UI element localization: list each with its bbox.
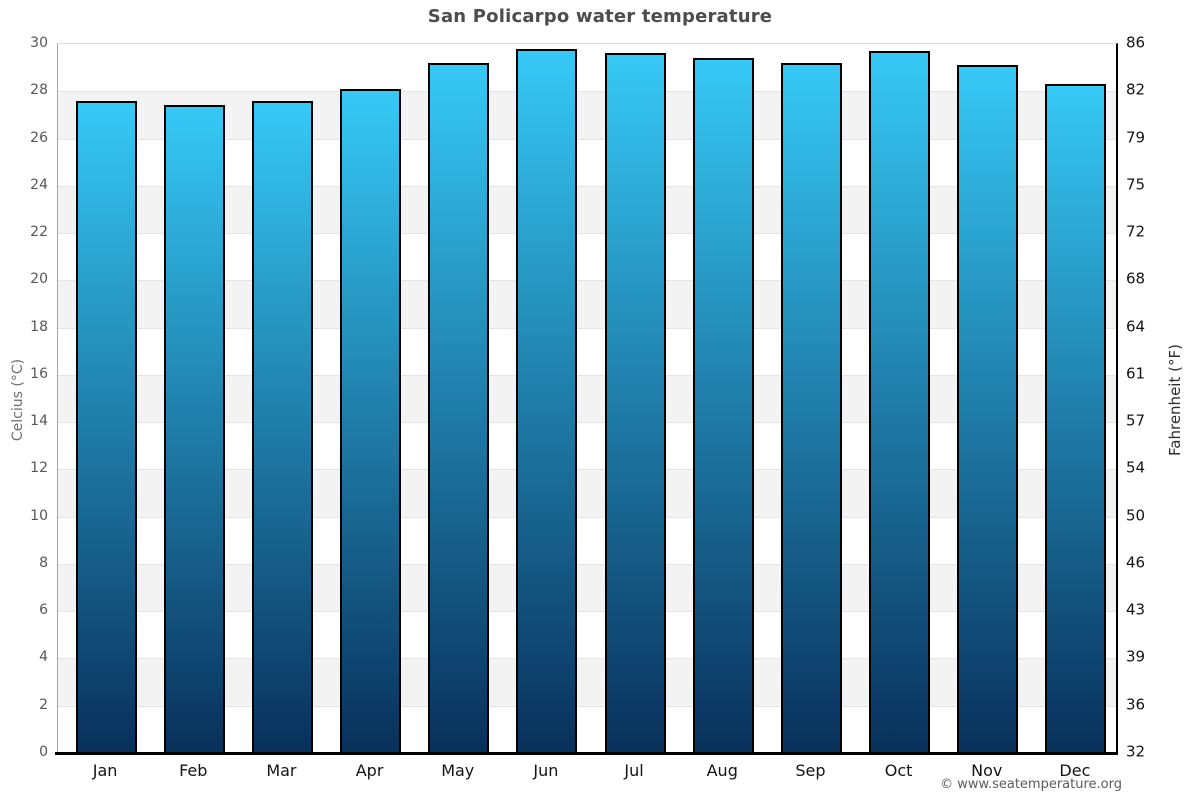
ytick-celsius: 30 [30,35,48,51]
ytick-fahrenheit: 43 [1126,600,1146,619]
ytick-fahrenheit: 61 [1126,364,1146,383]
ytick-celsius: 24 [30,176,48,193]
bar-jun [516,48,578,753]
ytick-fahrenheit: 72 [1126,222,1146,241]
bar-feb [163,105,225,753]
xtick-nov: Nov [971,761,1003,780]
xtick-dec: Dec [1059,761,1091,780]
ytick-celsius: 8 [39,554,48,571]
bar-sep [780,62,842,753]
grid-band [58,469,1116,517]
ytick-fahrenheit: 32 [1126,742,1146,761]
xtick-apr: Apr [355,761,384,780]
ytick-celsius: 10 [30,507,48,524]
bar-oct [869,51,931,753]
xtick-jan: Jan [92,761,118,780]
attribution: © www.seatemperature.org [940,777,1122,792]
ytick-fahrenheit: 57 [1126,411,1146,430]
bar-apr [340,88,402,753]
ytick-fahrenheit: 64 [1126,317,1146,336]
grid-band [58,374,1116,423]
y-axis-label-fahrenheit: Fahrenheit (°F) [1166,344,1184,456]
ytick-celsius: 18 [30,318,48,335]
ytick-celsius: 16 [30,365,48,382]
ytick-celsius: 26 [30,129,48,146]
grid-band [58,91,1116,139]
grid-band [58,327,1116,375]
plot-area [57,43,1118,753]
x-axis-line [55,752,1118,755]
grid-band [58,611,1116,658]
xtick-feb: Feb [179,761,208,780]
ytick-fahrenheit: 86 [1126,33,1146,52]
grid-band [58,705,1116,753]
xtick-jul: Jul [624,761,644,780]
ytick-celsius: 28 [30,82,48,99]
ytick-celsius: 12 [30,460,48,477]
ytick-celsius: 6 [39,602,48,619]
bar-jul [604,53,666,753]
ytick-fahrenheit: 82 [1126,80,1146,99]
grid-band [58,658,1116,706]
xtick-may: May [441,761,475,780]
ytick-fahrenheit: 39 [1126,647,1146,666]
ytick-celsius: 20 [30,271,48,288]
grid-band [58,280,1116,328]
ytick-celsius: 4 [39,649,48,666]
ytick-fahrenheit: 36 [1126,695,1146,714]
xtick-oct: Oct [884,761,913,780]
grid-band [58,422,1116,469]
xtick-sep: Sep [795,761,826,780]
ytick-fahrenheit: 79 [1126,128,1146,147]
bar-jan [75,100,137,753]
bar-nov [957,65,1019,753]
grid-band [58,233,1116,280]
xtick-jun: Jun [533,761,559,780]
ytick-celsius: 14 [30,413,48,430]
ytick-fahrenheit: 68 [1126,269,1146,288]
chart-title: San Policarpo water temperature [427,6,773,27]
ytick-celsius: 22 [30,224,48,241]
grid-band [58,563,1116,612]
bar-aug [692,58,754,753]
xtick-aug: Aug [706,761,738,780]
xtick-mar: Mar [266,761,297,780]
ytick-celsius: 0 [39,744,48,760]
ytick-fahrenheit: 46 [1126,553,1146,572]
grid-band [58,138,1116,186]
ytick-celsius: 2 [39,696,48,713]
bar-may [428,62,490,753]
bar-mar [251,100,313,753]
grid-band [58,516,1116,564]
ytick-fahrenheit: 75 [1126,175,1146,194]
bar-dec [1045,84,1107,753]
ytick-fahrenheit: 54 [1126,458,1146,477]
ytick-fahrenheit: 50 [1126,506,1146,525]
grid-band [58,185,1116,234]
